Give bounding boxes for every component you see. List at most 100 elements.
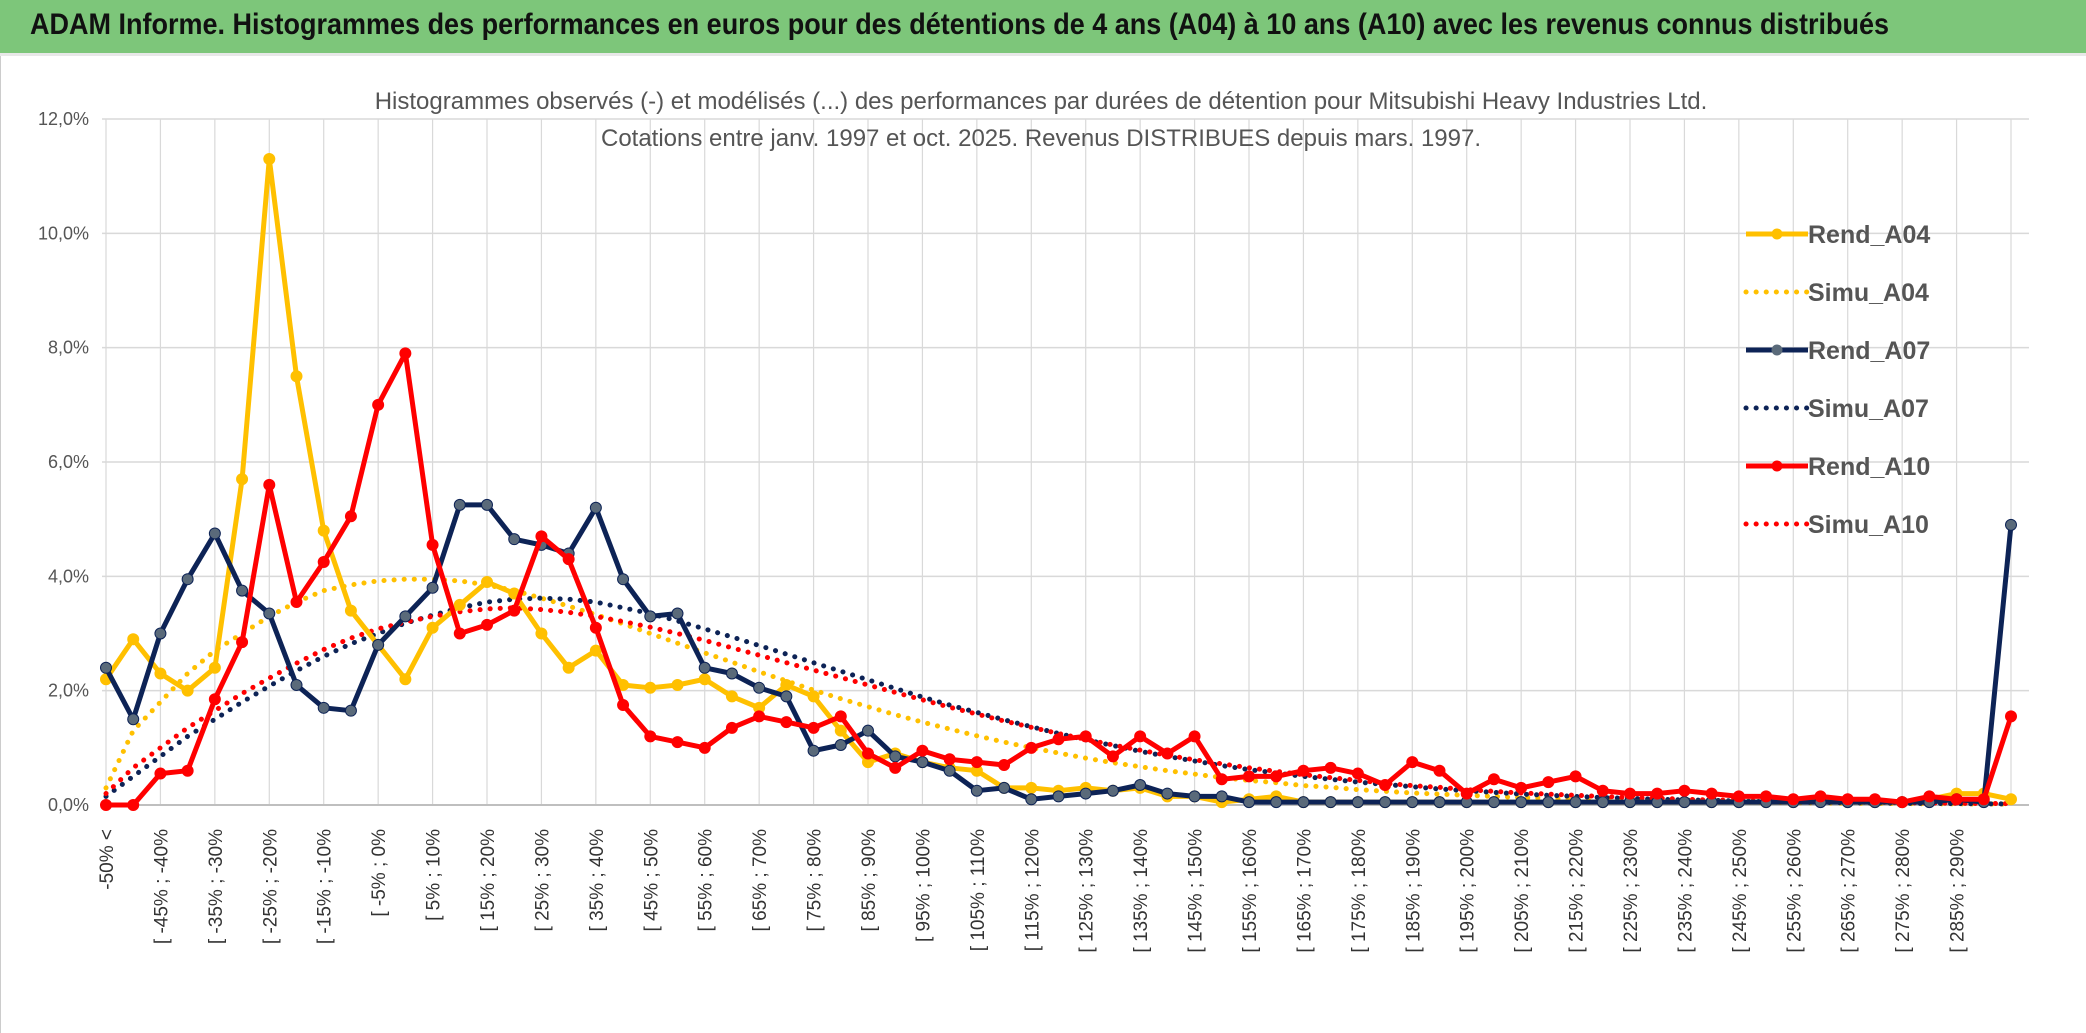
y-tick-label: 8,0% <box>48 338 89 358</box>
data-point <box>1188 790 1201 803</box>
data-point <box>208 661 221 674</box>
legend-label: Simu_A04 <box>1808 279 1929 307</box>
x-tick-label: [ 235% ; 240% <box>1675 829 1696 953</box>
data-point <box>1079 787 1092 800</box>
data-point <box>1596 796 1609 809</box>
data-point <box>589 621 602 634</box>
data-point <box>181 684 194 697</box>
x-tick-label: [ 75% ; 80% <box>805 829 826 932</box>
data-point <box>481 576 493 589</box>
data-point <box>2005 793 2017 806</box>
y-tick-label: 10,0% <box>38 223 89 243</box>
data-point <box>617 573 630 586</box>
data-point <box>562 661 575 674</box>
x-tick-label: [ 105% ; 110% <box>968 829 989 951</box>
data-point <box>644 681 657 694</box>
x-tick-label: [ 255% ; 260% <box>1784 829 1805 953</box>
series-line <box>103 156 2012 805</box>
data-point <box>453 498 466 511</box>
data-point <box>1923 790 1936 803</box>
data-point <box>671 736 684 749</box>
x-tick-label: -50% < <box>97 829 118 890</box>
legend-label: Simu_A07 <box>1808 395 1929 423</box>
legend-label: Rend_A07 <box>1808 337 1930 365</box>
data-point <box>1542 776 1555 789</box>
data-point <box>2005 710 2017 723</box>
x-tick-label: [ 155% ; 160% <box>1240 829 1261 953</box>
x-tick-label: [ 245% ; 250% <box>1730 829 1751 953</box>
x-tick-label: [ 15% ; 20% <box>478 829 499 932</box>
data-point <box>671 607 684 620</box>
data-point <box>1487 773 1500 786</box>
legend-marker <box>1771 344 1783 356</box>
legend: Rend_A04 Simu_A04 Rend_A07 Simu_A07 Rend_A10… <box>1743 221 1930 539</box>
data-point <box>1841 793 1854 806</box>
data-point <box>481 618 493 631</box>
data-point <box>100 799 112 811</box>
x-tick-label: [ 175% ; 180% <box>1349 829 1370 953</box>
page-title: ADAM Informe. Histogrammes des performan… <box>30 8 1890 41</box>
data-point <box>344 604 357 617</box>
x-tick-label: [ 285% ; 290% <box>1948 829 1969 953</box>
x-tick-label: [ 195% ; 200% <box>1458 829 1479 953</box>
x-axis-ticks: -50% < [ -45% ; -40% [ -35% ; -30% [ -25% ;… <box>97 829 1969 953</box>
data-point <box>290 370 303 383</box>
data-point <box>535 627 548 640</box>
data-point <box>834 738 847 751</box>
data-point <box>1487 796 1500 809</box>
data-point <box>753 681 766 694</box>
series-rend-a10 <box>100 347 2017 811</box>
data-point <box>671 678 684 691</box>
chart-title-line2: Cotations entre janv. 1997 et oct. 2025.… <box>601 125 1481 152</box>
x-tick-label: [ 225% ; 230% <box>1621 829 1642 953</box>
data-point <box>1569 770 1582 783</box>
x-tick-label: [ -25% ; -20% <box>260 829 281 944</box>
data-point <box>426 581 439 594</box>
data-point <box>1351 796 1364 809</box>
y-tick-label: 6,0% <box>48 452 89 472</box>
x-tick-label: [ -15% ; -10% <box>315 829 336 944</box>
data-point <box>426 621 439 634</box>
data-point <box>1106 784 1119 797</box>
data-point <box>1324 761 1337 774</box>
legend-label: Rend_A10 <box>1808 453 1930 481</box>
data-point <box>508 604 521 617</box>
data-point <box>1106 750 1119 763</box>
data-point <box>154 627 167 640</box>
data-point <box>1787 793 1800 806</box>
data-point <box>1379 778 1392 791</box>
data-point <box>1651 787 1664 800</box>
data-point <box>1134 730 1147 743</box>
header-banner: ADAM Informe. Histogrammes des performan… <box>0 0 2086 56</box>
data-point <box>1433 764 1446 777</box>
data-point <box>916 744 929 757</box>
y-tick-label: 12,0% <box>38 109 89 129</box>
chart-title-line1: Histogrammes observés (-) et modélisés (… <box>375 88 1708 115</box>
data-point <box>426 538 439 551</box>
data-point <box>1161 787 1174 800</box>
data-point <box>1814 790 1827 803</box>
data-point <box>399 673 412 686</box>
data-point <box>1215 773 1228 786</box>
data-point <box>1161 747 1174 760</box>
x-tick-label: [ 65% ; 70% <box>750 829 771 932</box>
grid-lines <box>102 118 2029 806</box>
data-point <box>344 704 357 717</box>
data-point <box>889 761 902 774</box>
data-point <box>970 784 983 797</box>
x-tick-label: [ 125% ; 130% <box>1077 829 1098 953</box>
x-tick-label: [ 185% ; 190% <box>1403 829 1424 953</box>
data-point <box>1243 796 1255 809</box>
data-point <box>1678 784 1691 797</box>
chart-svg: Histogrammes observés (-) et modélisés (… <box>38 88 2029 953</box>
data-point <box>725 667 738 680</box>
data-point <box>1188 730 1201 743</box>
data-point <box>725 721 738 734</box>
data-point <box>236 636 249 649</box>
data-point <box>1134 778 1147 791</box>
x-tick-label: [ 85% ; 90% <box>859 829 880 932</box>
data-point <box>263 607 276 620</box>
series-simu-a04 <box>103 576 2014 807</box>
legend-label: Simu_A10 <box>1808 511 1929 539</box>
data-point <box>1977 793 1990 806</box>
